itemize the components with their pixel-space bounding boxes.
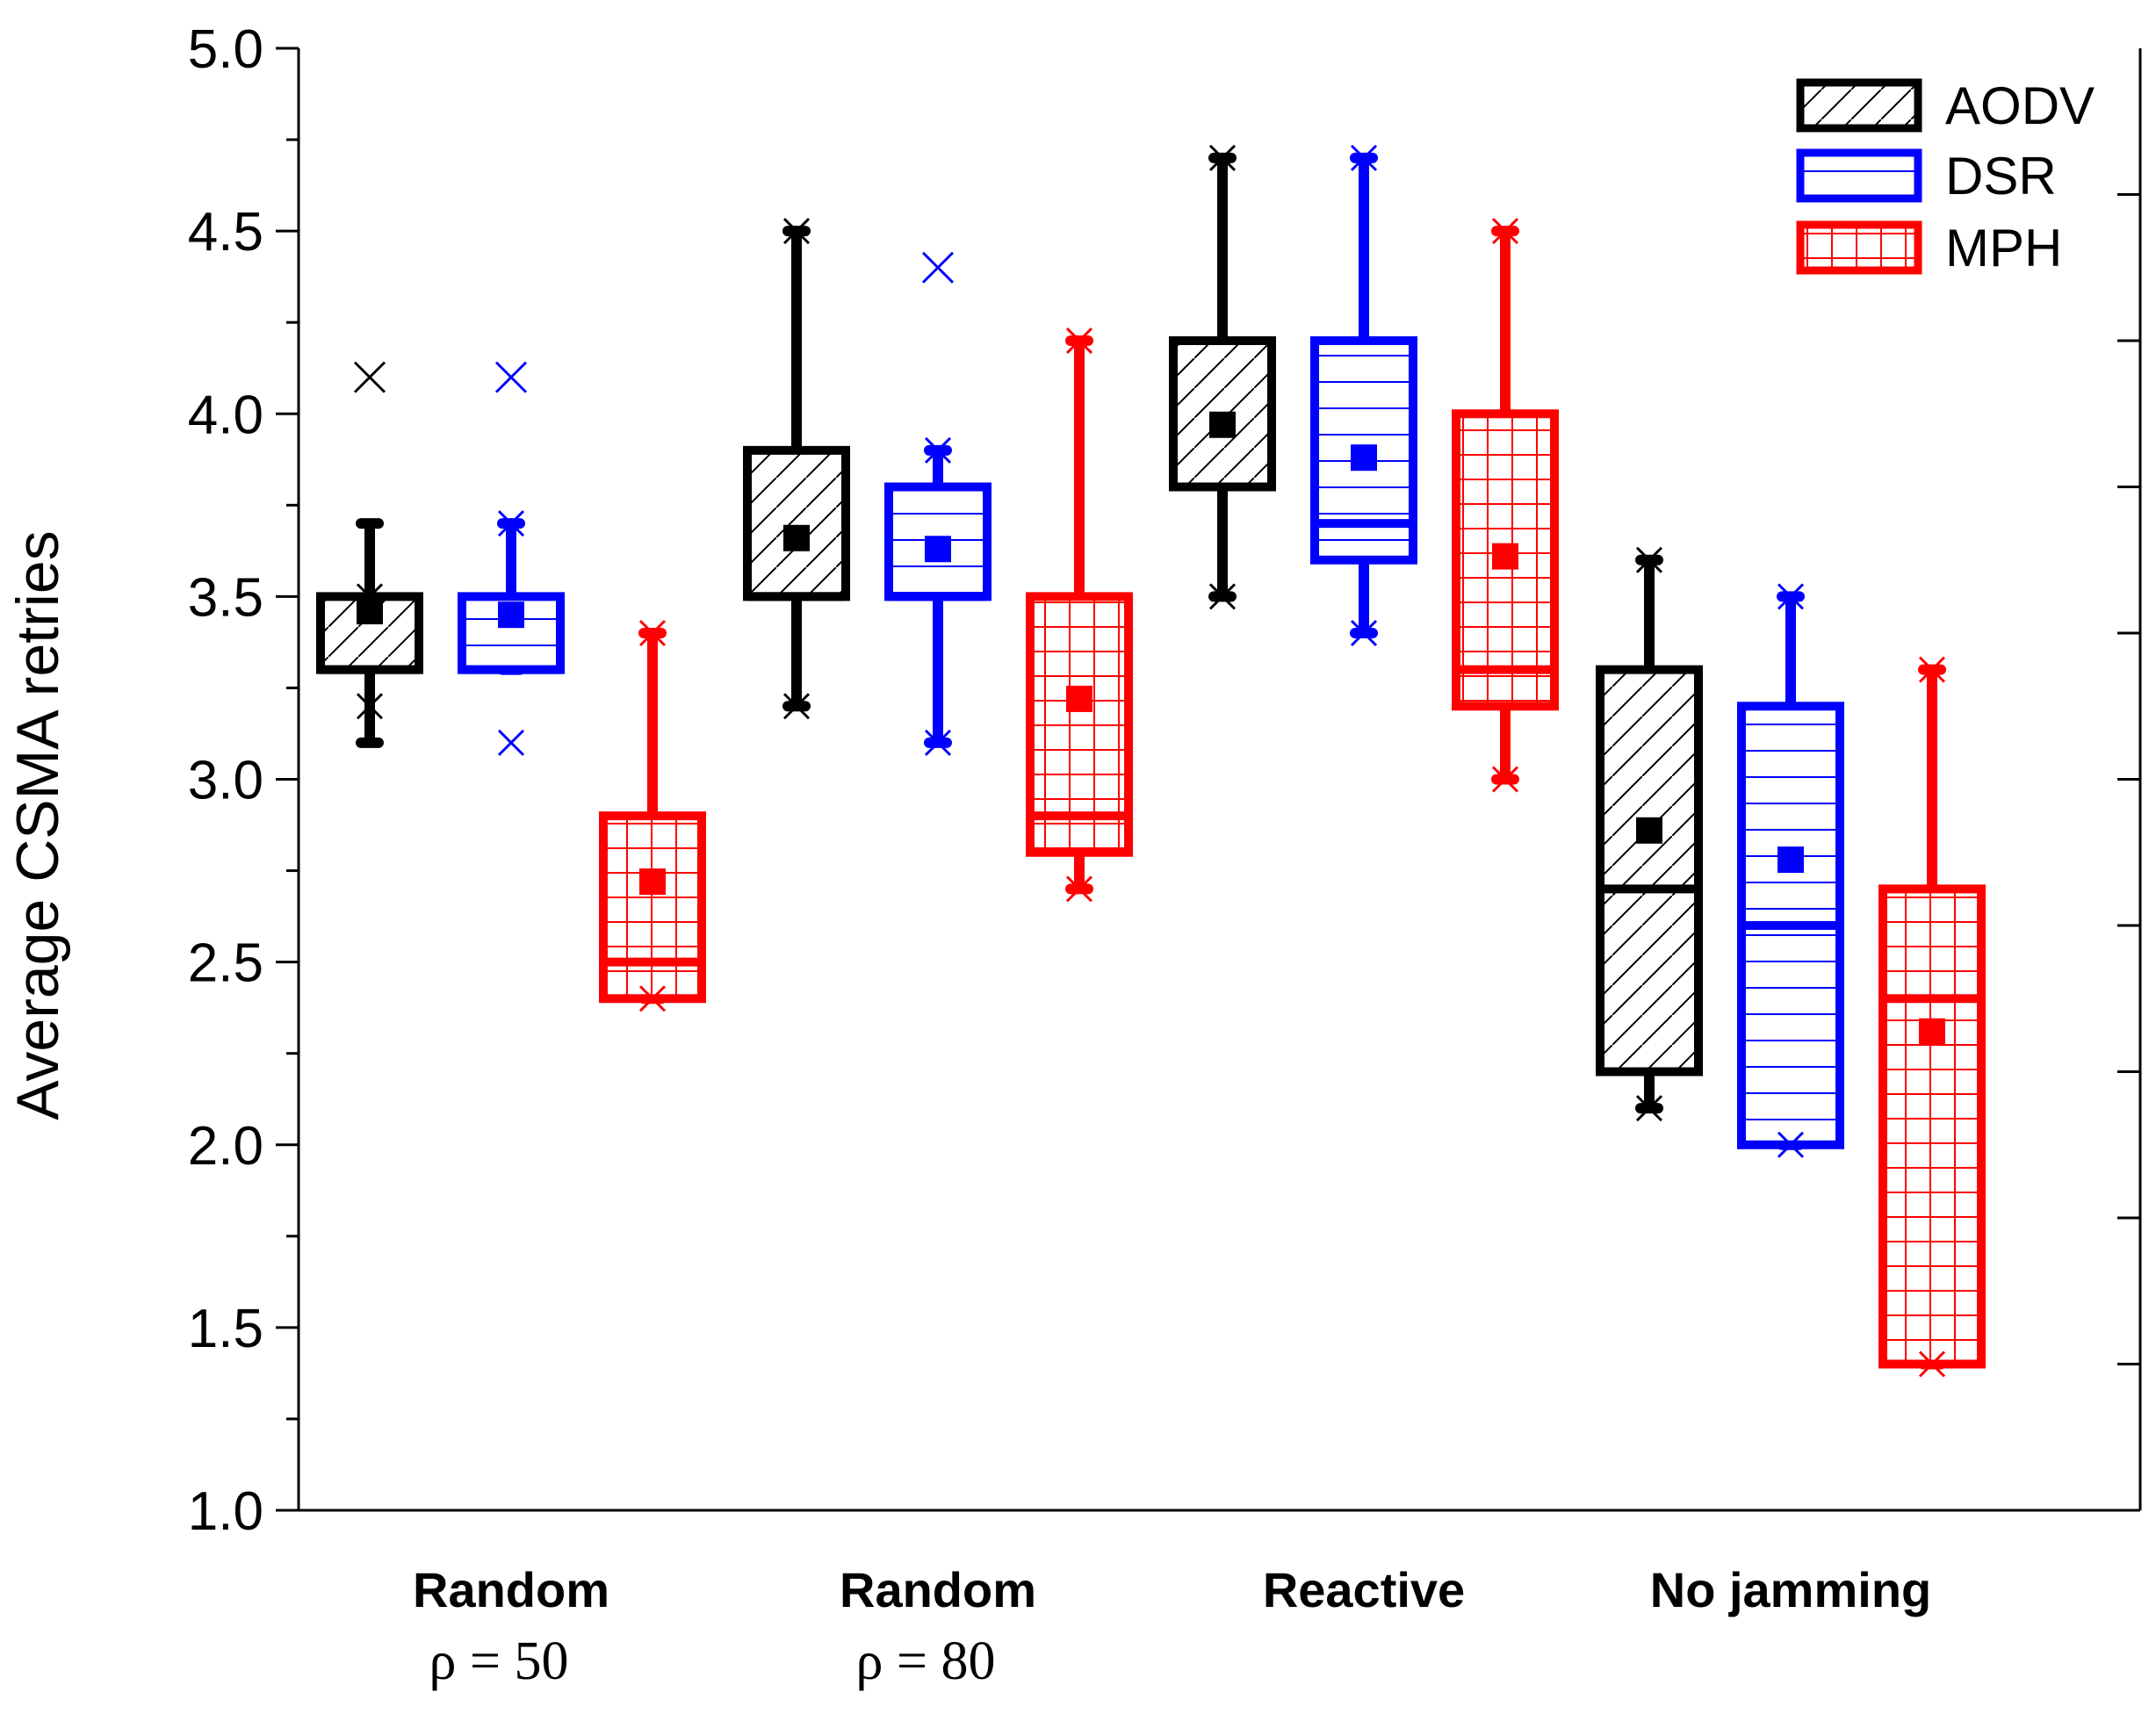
box-body bbox=[1026, 592, 1133, 857]
box-body bbox=[743, 445, 850, 601]
max-marker bbox=[1208, 144, 1237, 171]
box-dsr bbox=[458, 361, 565, 756]
outlier-marker bbox=[353, 361, 386, 393]
mean-marker bbox=[1351, 444, 1377, 472]
outlier-marker bbox=[921, 251, 955, 284]
mean-marker bbox=[357, 598, 383, 625]
x-axis-category-labels: Random ρ = 50 Random ρ = 80 Reactive No jammi… bbox=[413, 1562, 1931, 1691]
min-marker bbox=[497, 729, 525, 756]
min-marker bbox=[924, 729, 952, 756]
mean-marker bbox=[1209, 411, 1236, 438]
category-label: Random bbox=[413, 1562, 609, 1617]
min-marker bbox=[1635, 1095, 1663, 1122]
max-marker bbox=[924, 436, 952, 464]
mean-marker bbox=[925, 536, 951, 563]
y-axis: 1.0 1.5 2.0 2.5 3.0 3.5 4.0 4.5 5.0 bbox=[188, 19, 299, 1542]
max-marker bbox=[1350, 144, 1378, 171]
min-marker bbox=[1777, 1131, 1805, 1158]
y-tick-label: 3.5 bbox=[188, 567, 263, 628]
max-marker bbox=[638, 619, 667, 647]
box-dsr bbox=[884, 251, 991, 756]
category-sublabel: ρ = 80 bbox=[856, 1631, 996, 1691]
legend-item-aodv: AODV bbox=[1796, 76, 2095, 135]
min-marker bbox=[356, 693, 384, 720]
box-body bbox=[599, 811, 706, 1004]
box-dsr bbox=[1737, 583, 1844, 1158]
box-aodv bbox=[1169, 144, 1276, 610]
legend-label: MPH bbox=[1945, 219, 2062, 277]
mean-marker bbox=[498, 601, 524, 629]
mean-marker bbox=[1492, 543, 1518, 570]
box-mph bbox=[1026, 327, 1133, 903]
y-tick-label: 2.0 bbox=[188, 1116, 263, 1177]
y-tick-label: 4.5 bbox=[188, 202, 263, 263]
box-mph bbox=[1878, 656, 1986, 1378]
category-sublabel: ρ = 50 bbox=[429, 1631, 569, 1691]
outlier-marker bbox=[494, 361, 528, 393]
box-series-group bbox=[316, 144, 1986, 1378]
mean-marker bbox=[1066, 685, 1092, 712]
box-aodv bbox=[1596, 546, 1703, 1122]
mean-marker bbox=[1636, 817, 1662, 844]
max-marker bbox=[1065, 327, 1093, 355]
y-tick-label: 5.0 bbox=[188, 19, 263, 80]
box-dsr bbox=[1310, 144, 1417, 647]
min-marker bbox=[1350, 619, 1378, 647]
category-label: Random bbox=[840, 1562, 1036, 1617]
box-mph bbox=[1452, 218, 1559, 793]
mean-marker bbox=[639, 868, 666, 896]
max-marker bbox=[1635, 546, 1663, 573]
mean-marker bbox=[1777, 846, 1804, 874]
box-aodv bbox=[316, 361, 423, 748]
min-marker bbox=[1918, 1350, 1946, 1378]
min-marker bbox=[1491, 766, 1519, 793]
max-marker bbox=[497, 510, 525, 537]
category-label: Reactive bbox=[1263, 1562, 1465, 1617]
box-body bbox=[1878, 884, 1986, 1369]
min-marker bbox=[782, 693, 811, 720]
box-body bbox=[1169, 336, 1276, 492]
max-marker bbox=[1777, 583, 1805, 610]
box-body bbox=[1596, 665, 1703, 1077]
y-tick-label: 1.0 bbox=[188, 1481, 263, 1542]
max-marker bbox=[1491, 218, 1519, 245]
legend-item-mph: MPH bbox=[1796, 219, 2062, 277]
min-marker bbox=[1208, 583, 1237, 610]
legend-item-dsr: DSR bbox=[1796, 147, 2057, 205]
right-axis bbox=[2117, 193, 2140, 1365]
legend-swatch bbox=[1796, 148, 1922, 203]
legend-swatch bbox=[1796, 78, 1922, 133]
y-axis-title: Average CSMA retries bbox=[4, 530, 71, 1120]
legend-swatch bbox=[1796, 220, 1922, 275]
box-aodv bbox=[743, 218, 850, 720]
min-marker bbox=[638, 985, 667, 1012]
y-tick-label: 1.5 bbox=[188, 1299, 263, 1359]
max-marker bbox=[782, 218, 811, 245]
y-tick-label: 4.0 bbox=[188, 385, 263, 445]
legend-label: AODV bbox=[1945, 76, 2095, 135]
mean-marker bbox=[783, 524, 810, 551]
legend-label: DSR bbox=[1945, 147, 2057, 205]
y-tick-label: 3.0 bbox=[188, 751, 263, 811]
y-tick-label: 2.5 bbox=[188, 933, 263, 994]
mean-marker bbox=[1919, 1018, 1945, 1045]
legend: AODV DSR MPH bbox=[1796, 76, 2095, 277]
min-marker bbox=[1065, 875, 1093, 903]
category-label: No jamming bbox=[1650, 1562, 1931, 1617]
box-mph bbox=[599, 619, 706, 1012]
max-marker bbox=[1918, 656, 1946, 683]
